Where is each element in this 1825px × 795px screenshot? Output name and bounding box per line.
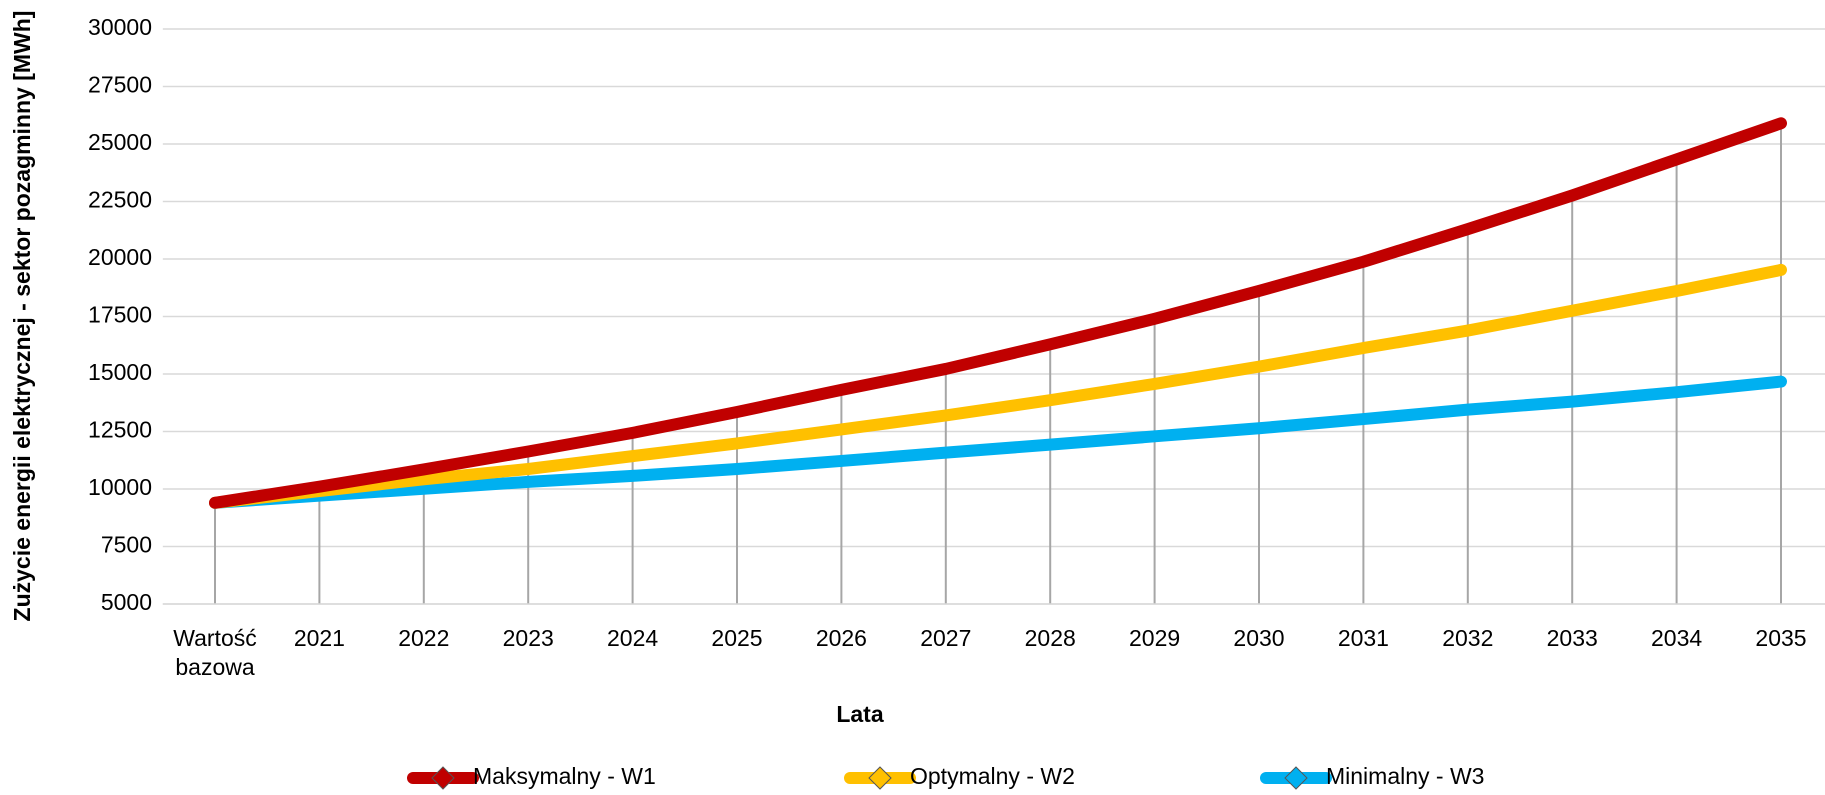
x-tick-label: 2024 (607, 625, 658, 651)
x-tick-label: 2026 (816, 625, 867, 651)
x-tick-label: 2030 (1233, 625, 1284, 651)
y-tick-label: 22500 (88, 187, 152, 213)
x-tick-label: 2031 (1338, 625, 1389, 651)
legend-label: Optymalny - W2 (910, 763, 1075, 789)
x-tick-label: 2027 (920, 625, 971, 651)
x-tick-label: 2032 (1442, 625, 1493, 651)
y-tick-label: 5000 (101, 589, 152, 615)
x-tick-label: 2029 (1129, 625, 1180, 651)
x-tick-label: 2034 (1651, 625, 1702, 651)
x-tick-label: 2025 (711, 625, 762, 651)
series-line (209, 263, 1787, 509)
x-tick-label: 2021 (294, 625, 345, 651)
y-tick-label: 20000 (88, 244, 152, 270)
x-tick-label: 2035 (1755, 625, 1806, 651)
series-line (209, 117, 1787, 509)
x-tick-label: 2028 (1025, 625, 1076, 651)
series-line (209, 375, 1787, 509)
x-tick-label: 2023 (503, 625, 554, 651)
x-axis-label: Lata (836, 701, 884, 727)
legend-label: Minimalny - W3 (1326, 763, 1484, 789)
y-tick-label: 7500 (101, 532, 152, 558)
y-tick-label: 12500 (88, 417, 152, 443)
y-tick-label: 17500 (88, 302, 152, 328)
legend-label: Maksymalny - W1 (473, 763, 656, 789)
x-tick-label: 2022 (398, 625, 449, 651)
y-tick-label: 25000 (88, 129, 152, 155)
x-tick-label: Wartość bazowa (173, 625, 257, 680)
legend-marker (431, 766, 455, 790)
x-tick-label: 2033 (1547, 625, 1598, 651)
y-axis-label: Zużycie energii elektrycznej - sektor po… (9, 11, 35, 622)
legend-marker (1284, 766, 1308, 790)
y-tick-label: 27500 (88, 72, 152, 98)
y-tick-label: 10000 (88, 474, 152, 500)
y-tick-label: 30000 (88, 14, 152, 40)
y-tick-label: 15000 (88, 359, 152, 385)
legend-marker (868, 766, 892, 790)
